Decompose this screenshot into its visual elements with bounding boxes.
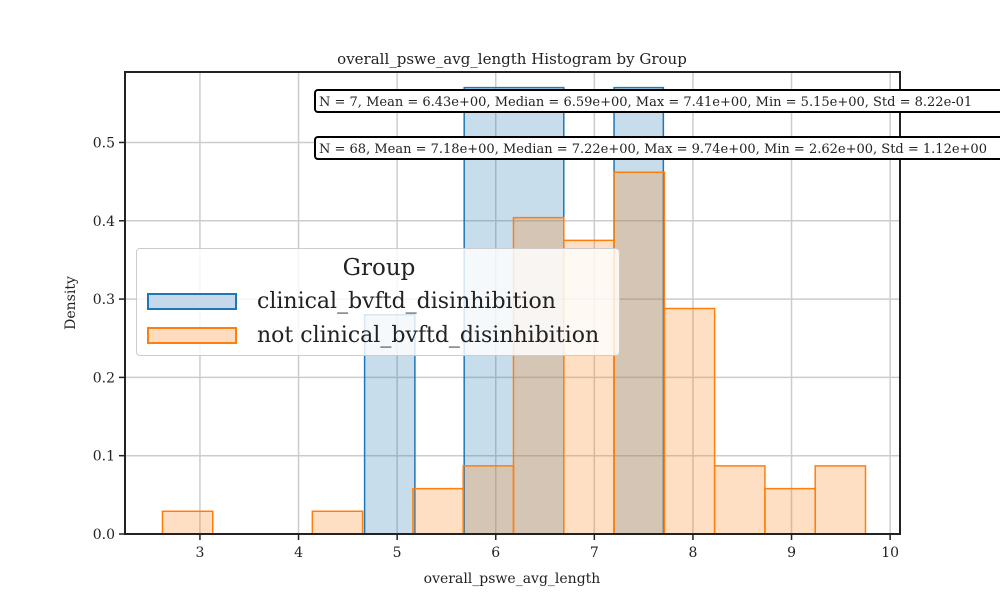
histogram-bar-fill bbox=[815, 465, 866, 534]
histogram-bar-outline bbox=[814, 465, 867, 534]
x-tick-label: 9 bbox=[787, 545, 796, 561]
legend-item-clinical: clinical_bvftd_disinhibition bbox=[147, 288, 556, 314]
x-tick-label: 10 bbox=[881, 545, 899, 561]
stats-box-not-clinical: N = 68, Mean = 7.18e+00, Median = 7.22e+… bbox=[314, 136, 1000, 160]
y-tick-label: 0.3 bbox=[93, 292, 115, 308]
histogram-bar-fill bbox=[463, 465, 514, 534]
histogram-bar-fill bbox=[614, 172, 665, 534]
histogram-bar-fill bbox=[312, 511, 363, 534]
legend-label-not-clinical: not clinical_bvftd_disinhibition bbox=[257, 322, 600, 348]
legend-title: Group bbox=[342, 255, 416, 281]
histogram-bar-fill bbox=[162, 511, 213, 534]
chart-title: overall_pswe_avg_length Histogram by Gro… bbox=[337, 50, 687, 68]
y-tick-label: 0.0 bbox=[93, 527, 115, 543]
stats-text-not-clinical: N = 68, Mean = 7.18e+00, Median = 7.22e+… bbox=[319, 142, 987, 157]
y-tick-label: 0.5 bbox=[93, 135, 115, 151]
histogram-bar-outline bbox=[161, 510, 214, 534]
x-tick-label: 8 bbox=[688, 545, 697, 561]
legend-swatch-clinical bbox=[147, 292, 237, 310]
plot-frame bbox=[124, 71, 901, 535]
histogram-bar-fill bbox=[614, 87, 664, 535]
y-tick-label: 0.1 bbox=[93, 449, 115, 465]
y-tick-label: 0.2 bbox=[93, 370, 115, 386]
x-tick-label: 5 bbox=[393, 545, 402, 561]
y-axis-label: Density bbox=[63, 276, 79, 330]
histogram-bar-fill bbox=[764, 488, 816, 534]
x-tick-label: 6 bbox=[491, 545, 500, 561]
ticks-layer: 3 4 5 6 7 8 9 10 0.0 0.1 0.2 0.3 0.4 0.5 bbox=[93, 135, 899, 561]
x-tick-label: 7 bbox=[590, 545, 599, 561]
stats-box-not-clinical-frame bbox=[314, 136, 1000, 160]
histogram-bar-outline bbox=[311, 510, 364, 534]
legend: Group clinical_bvftd_disinhibition not c… bbox=[136, 248, 620, 356]
legend-item-not-clinical: not clinical_bvftd_disinhibition bbox=[147, 322, 600, 348]
histogram-bar-fill bbox=[664, 308, 715, 534]
x-tick-label: 4 bbox=[294, 545, 303, 561]
histogram-bar-outline bbox=[663, 307, 716, 534]
x-axis-label: overall_pswe_avg_length bbox=[424, 571, 601, 587]
stats-box-clinical: N = 7, Mean = 6.43e+00, Median = 6.59e+0… bbox=[314, 89, 1000, 113]
legend-swatch-not-clinical bbox=[147, 326, 237, 344]
stats-box-clinical-frame bbox=[314, 89, 1000, 113]
stats-text-clinical: N = 7, Mean = 6.43e+00, Median = 6.59e+0… bbox=[319, 95, 972, 110]
y-tick-label: 0.4 bbox=[93, 214, 115, 230]
histogram-bar-fill bbox=[714, 465, 765, 534]
legend-label-clinical: clinical_bvftd_disinhibition bbox=[257, 288, 556, 314]
histogram-bar-fill bbox=[412, 488, 464, 534]
x-tick-label: 3 bbox=[195, 545, 204, 561]
